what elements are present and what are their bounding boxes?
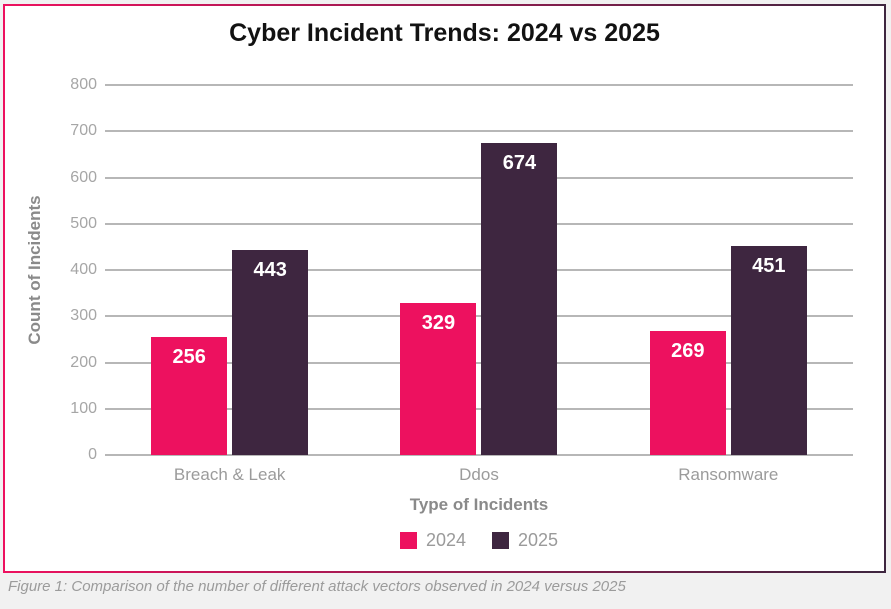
bar-group-ddos: 329 674 xyxy=(354,85,603,455)
gridline xyxy=(105,269,853,271)
y-tick-label: 200 xyxy=(70,353,97,371)
legend-label-2024: 2024 xyxy=(425,530,466,550)
gridline xyxy=(105,361,853,364)
y-tick-label: 100 xyxy=(70,399,97,417)
plot-area: 256 443 329 674 269 451 xyxy=(105,84,853,456)
y-tick-label: 0 xyxy=(88,446,97,463)
bar-group-ransomware: 269 451 xyxy=(604,85,853,455)
bar-group-breach-leak: 256 443 xyxy=(105,85,354,455)
legend-swatch-2024 xyxy=(399,532,417,549)
legend-item-2024: 2024 xyxy=(399,530,466,551)
y-tick-label: 500 xyxy=(70,214,97,232)
x-category-labels: Breach & Leak Ddos Ransomware xyxy=(105,465,853,485)
y-tick-label: 700 xyxy=(70,122,97,140)
bar-value-label: 329 xyxy=(421,311,456,334)
x-category-label-ddos: Ddos xyxy=(459,465,499,484)
chart-title: Cyber Incident Trends: 2024 vs 2025 xyxy=(229,19,660,47)
legend-swatch-2025 xyxy=(492,532,509,549)
bar-2024-ddos: 329 xyxy=(400,302,477,455)
bar-groups: 256 443 329 674 269 451 xyxy=(105,85,853,455)
gridline xyxy=(105,315,853,318)
chart-card: Cyber Incident Trends: 2024 vs 2025 Coun… xyxy=(3,4,886,573)
bar-value-label: 443 xyxy=(253,259,287,282)
bar-2024-breach-leak: 256 xyxy=(151,336,228,455)
gridline xyxy=(105,454,853,456)
x-axis-title: Type of Incidents xyxy=(409,495,549,514)
legend-label-2025: 2025 xyxy=(518,530,559,550)
x-category-label-ransomware: Ransomware xyxy=(678,465,779,484)
bar-2025-breach-leak: 443 xyxy=(232,250,309,455)
legend: 2024 2025 xyxy=(105,530,853,551)
bar-2025-ransomware: 451 xyxy=(730,246,807,455)
bar-value-label: 269 xyxy=(671,339,705,362)
gridline xyxy=(105,84,853,86)
y-tick-label: 800 xyxy=(70,76,97,93)
bar-value-label: 451 xyxy=(752,255,786,278)
gridlines xyxy=(105,84,853,456)
bar-value-label: 256 xyxy=(172,345,206,368)
gridline xyxy=(105,222,853,225)
x-category-label-breach-leak: Breach & Leak xyxy=(173,465,286,484)
gridline xyxy=(105,407,853,410)
bar-2025-ddos: 674 xyxy=(481,143,558,455)
bar-value-label: 674 xyxy=(502,152,537,175)
y-tick-label: 400 xyxy=(70,261,97,278)
y-tick-label: 300 xyxy=(70,307,97,325)
gridline xyxy=(105,176,853,179)
gridline xyxy=(105,130,853,133)
bar-2024-ransomware: 269 xyxy=(649,330,726,455)
y-tick-label: 600 xyxy=(70,168,97,186)
y-axis-tick-labels: 800 700 600 500 400 300 200 100 0 xyxy=(5,76,97,463)
figure-caption: Figure 1: Comparison of the number of di… xyxy=(8,578,626,595)
legend-item-2025: 2025 xyxy=(492,530,558,551)
